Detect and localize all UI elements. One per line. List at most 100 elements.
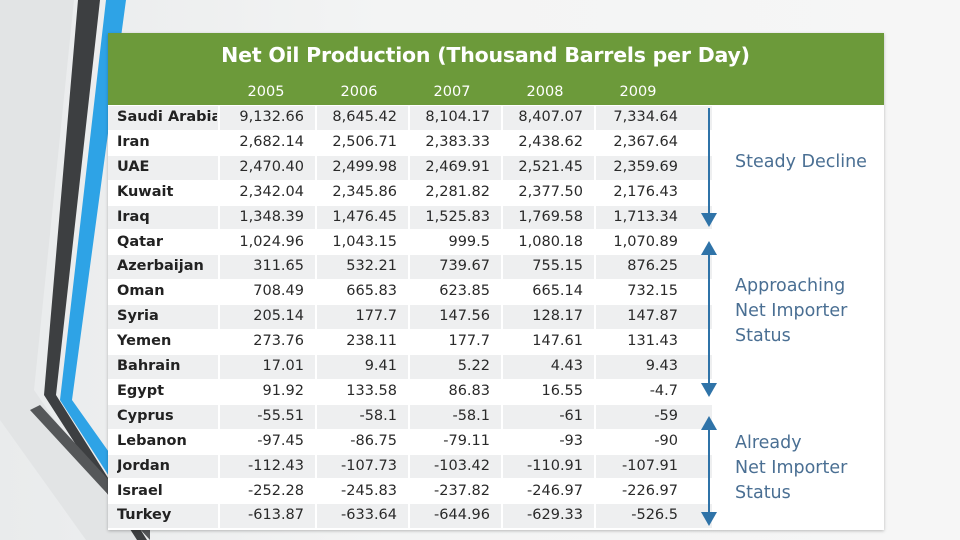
- table-row: Saudi Arabia 9,132.66 8,645.42 8,104.17 8,40…: [108, 105, 712, 130]
- value-cell-2005: 311.65: [253, 258, 304, 275]
- table-row: UAE 2,470.40 2,499.98 2,469.91 2,521.45 2,359…: [108, 154, 712, 180]
- value-cell-2009: 7,334.64: [613, 109, 678, 125]
- row-separator: [108, 453, 712, 455]
- value-cell-2007: 2,281.82: [425, 183, 490, 200]
- value-cell-2009: -90: [654, 432, 678, 449]
- arrow-head-down: [701, 512, 717, 526]
- value-cell-2007: -79.11: [443, 432, 490, 449]
- value-cell-2009: 1,713.34: [613, 208, 678, 225]
- country-cell: Egypt: [117, 382, 165, 399]
- value-cell-2005: 9,132.66: [239, 109, 304, 125]
- country-cell: Saudi Arabia: [117, 109, 217, 125]
- value-cell-2009: -59: [654, 407, 678, 424]
- value-cell-2006: 2,499.98: [332, 158, 397, 175]
- value-cell-2006: 1,043.15: [332, 233, 397, 250]
- row-separator: [108, 329, 712, 331]
- value-cell-2009: -107.91: [622, 457, 678, 474]
- row-separator: [108, 503, 712, 505]
- value-cell-2009: 732.15: [627, 283, 678, 300]
- value-cell-2008: 147.61: [532, 333, 583, 350]
- value-cell-2008: -629.33: [527, 507, 583, 524]
- country-cell: Iraq: [117, 208, 150, 225]
- value-cell-2005: -55.51: [257, 407, 304, 424]
- arrow-head-up: [701, 241, 717, 255]
- value-cell-2008: 665.14: [532, 283, 583, 300]
- value-cell-2009: 1,070.89: [613, 233, 678, 250]
- table-row: Lebanon -97.45 -86.75 -79.11 -93 -90: [108, 428, 712, 454]
- country-cell: Yemen: [117, 333, 172, 350]
- value-cell-2007: -58.1: [452, 407, 490, 424]
- label-steady-decline: Steady Decline: [735, 152, 867, 172]
- value-cell-2009: -226.97: [622, 482, 678, 499]
- column-divider: [408, 105, 410, 530]
- table-row: Turkey -613.87 -633.64 -644.96 -629.33 -526.5: [108, 503, 712, 529]
- value-cell-2005: 91.92: [262, 382, 304, 399]
- year-header-2006: 2006: [340, 84, 378, 100]
- value-cell-2005: 1,024.96: [239, 233, 304, 250]
- row-separator: [108, 354, 712, 355]
- row-separator: [108, 378, 712, 380]
- table-row: Qatar 1,024.96 1,043.15 999.5 1,080.18 1,070.…: [108, 229, 712, 255]
- value-cell-2006: -86.75: [350, 432, 397, 449]
- value-cell-2005: 2,470.40: [239, 158, 304, 175]
- country-cell: Iran: [117, 133, 150, 150]
- table-row: Cyprus -55.51 -58.1 -58.1 -61 -59: [108, 403, 712, 429]
- table-row: Kuwait 2,342.04 2,345.86 2,281.82 2,377.50 2,…: [108, 179, 712, 205]
- value-cell-2007: -237.82: [434, 482, 490, 499]
- year-header-2009: 2009: [619, 84, 657, 100]
- country-cell: Jordan: [117, 457, 170, 474]
- table-row: Iraq 1,348.39 1,476.45 1,525.83 1,769.58 1,71…: [108, 204, 712, 230]
- value-cell-2007: 8,104.17: [425, 109, 490, 125]
- value-cell-2009: 2,176.43: [613, 183, 678, 200]
- value-cell-2007: -644.96: [434, 507, 490, 524]
- value-cell-2005: 273.76: [253, 333, 304, 350]
- row-separator: [108, 428, 712, 430]
- table-row: Azerbaijan 311.65 532.21 739.67 755.15 876.25: [108, 254, 712, 280]
- value-cell-2006: 9.41: [364, 358, 397, 374]
- value-cell-2007: 739.67: [439, 258, 490, 275]
- value-cell-2007: 5.22: [457, 358, 490, 374]
- value-cell-2006: -633.64: [341, 507, 397, 524]
- value-cell-2008: -246.97: [527, 482, 583, 499]
- column-divider: [594, 105, 596, 530]
- value-cell-2009: -4.7: [649, 382, 678, 399]
- value-cell-2006: 665.83: [346, 283, 397, 300]
- country-cell: Syria: [117, 308, 159, 325]
- table-row: Egypt 91.92 133.58 86.83 16.55 -4.7: [108, 378, 712, 404]
- table-row: Syria 205.14 177.7 147.56 128.17 147.87: [108, 304, 712, 330]
- value-cell-2006: 1,476.45: [332, 208, 397, 225]
- value-cell-2005: -613.87: [248, 507, 304, 524]
- value-cell-2006: 2,345.86: [332, 183, 397, 200]
- column-divider: [218, 105, 220, 530]
- value-cell-2006: -58.1: [359, 407, 397, 424]
- value-cell-2007: 999.5: [448, 233, 490, 250]
- value-cell-2006: -107.73: [341, 457, 397, 474]
- row-separator: [108, 304, 712, 306]
- value-cell-2009: 2,359.69: [613, 158, 678, 175]
- value-cell-2008: 755.15: [532, 258, 583, 275]
- row-separator: [108, 179, 712, 181]
- row-separator: [108, 403, 712, 405]
- value-cell-2007: 2,383.33: [425, 133, 490, 150]
- value-cell-2007: 623.85: [439, 283, 490, 300]
- value-cell-2005: 1,348.39: [239, 208, 304, 225]
- value-cell-2007: 147.56: [439, 308, 490, 325]
- arrow-head-down: [701, 383, 717, 397]
- value-cell-2005: -252.28: [248, 482, 304, 499]
- value-cell-2005: 17.01: [262, 358, 304, 374]
- row-separator: [108, 279, 712, 281]
- value-cell-2005: -97.45: [257, 432, 304, 449]
- country-cell: UAE: [117, 158, 150, 175]
- value-cell-2008: 16.55: [541, 382, 583, 399]
- country-cell: Azerbaijan: [117, 258, 204, 275]
- value-cell-2005: 205.14: [253, 308, 304, 325]
- value-cell-2008: -61: [559, 407, 583, 424]
- row-separator: [108, 154, 712, 156]
- table-row: Bahrain 17.01 9.41 5.22 4.43 9.43: [108, 354, 712, 379]
- value-cell-2005: 2,342.04: [239, 183, 304, 200]
- table-row: Oman 708.49 665.83 623.85 665.14 732.15: [108, 279, 712, 304]
- value-cell-2009: 876.25: [627, 258, 678, 275]
- value-cell-2006: 8,645.42: [332, 109, 397, 125]
- value-cell-2009: -526.5: [631, 507, 678, 524]
- value-cell-2009: 131.43: [627, 333, 678, 350]
